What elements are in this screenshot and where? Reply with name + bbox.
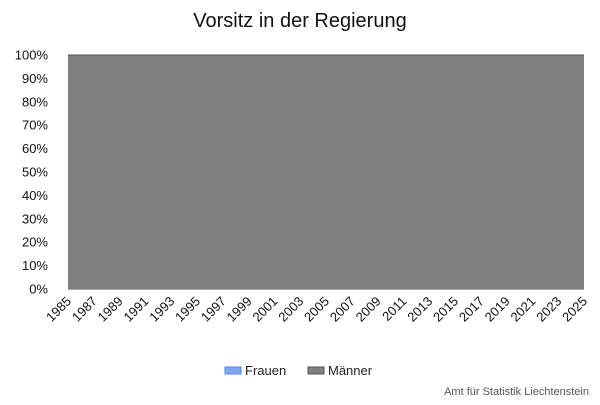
plot-area: [68, 54, 584, 290]
x-tick-label: 1999: [224, 294, 255, 325]
x-tick-label: 2017: [456, 294, 487, 325]
y-tick-label: 60%: [22, 141, 48, 156]
chart-title: Vorsitz in der Regierung: [193, 10, 406, 32]
y-tick-label: 70%: [22, 118, 48, 133]
x-tick-label: 2025: [559, 294, 590, 325]
y-tick-label: 50%: [22, 165, 48, 180]
x-tick-label: 1989: [95, 294, 126, 325]
y-axis: 0% 10% 20% 30% 40% 50% 60% 70% 80% 90% 100%: [15, 48, 49, 297]
y-tick-label: 80%: [22, 94, 48, 109]
x-tick-label: 2005: [301, 294, 332, 325]
y-tick-label: 40%: [22, 188, 48, 203]
y-tick-label: 10%: [22, 258, 48, 273]
x-tick-label: 1991: [120, 294, 151, 325]
x-tick-label: 2007: [327, 294, 358, 325]
y-tick-label: 100%: [15, 48, 49, 63]
x-tick-label: 2009: [353, 294, 384, 325]
x-tick-label: 2019: [482, 294, 513, 325]
x-tick-label: 1995: [172, 294, 203, 325]
x-tick-label: 2013: [404, 294, 435, 325]
x-tick-label: 2015: [430, 294, 461, 325]
x-tick-label: 2011: [379, 294, 409, 324]
x-tick-label: 1997: [198, 294, 229, 325]
x-tick-label: 2003: [275, 294, 306, 325]
x-tick-label: 1987: [69, 294, 100, 325]
legend-swatch: [307, 366, 325, 375]
legend-label: Frauen: [245, 363, 286, 378]
x-tick-label: 1993: [146, 294, 177, 325]
credit-text[interactable]: Amt für Statistik Liechtenstein: [444, 386, 589, 398]
x-axis: 1985198719891991199319951997199920012003…: [43, 294, 590, 325]
legend[interactable]: Frauen Männer: [224, 363, 373, 378]
y-tick-label: 20%: [22, 235, 48, 250]
legend-swatch: [224, 366, 242, 375]
y-tick-label: 90%: [22, 71, 48, 86]
x-tick-label: 2021: [507, 294, 538, 325]
y-tick-label: 30%: [22, 211, 48, 226]
x-tick-label: 1985: [43, 294, 74, 325]
series-area-männer[interactable]: [68, 55, 584, 289]
legend-item-frauen[interactable]: Frauen: [224, 363, 286, 378]
x-tick-label: 2023: [533, 294, 564, 325]
legend-item-männer[interactable]: Männer: [307, 363, 373, 378]
y-tick-label: 0%: [29, 282, 48, 297]
legend-label: Männer: [328, 363, 373, 378]
x-tick-label: 2001: [249, 294, 280, 325]
